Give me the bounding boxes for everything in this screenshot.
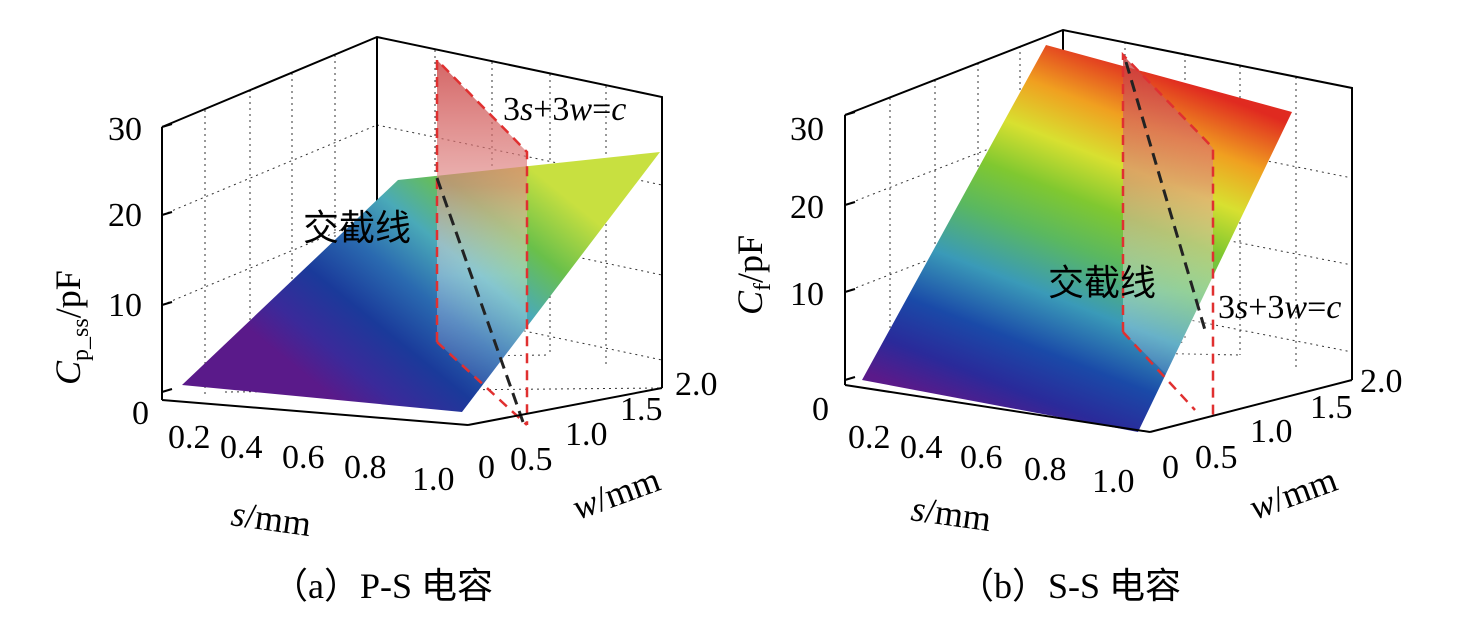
panel-b-ztick-0: 0 xyxy=(812,391,829,428)
panel-b-xtick-1.0: 1.0 xyxy=(1092,463,1135,500)
panel-b-z-tickmarks xyxy=(844,111,856,381)
panel-b-xtick-0.2: 0.2 xyxy=(848,419,891,456)
panel-a-plane-label: 3s+3w=c xyxy=(503,91,626,128)
panel-b-surface xyxy=(862,45,1292,432)
panel-b-xtick-0.8: 0.8 xyxy=(1024,451,1067,488)
panel-a-caption: （a）P-S 电容 xyxy=(272,566,493,606)
panel-a-xtick-0.4: 0.4 xyxy=(220,429,263,466)
panel-a-plane-base xyxy=(436,341,528,426)
panel-a-intersection-line xyxy=(435,177,525,423)
panel-a-plane-outline xyxy=(435,56,529,425)
panel-b-xtick-0.4: 0.4 xyxy=(900,429,943,466)
panel-b-ytick-2.0: 2.0 xyxy=(1360,363,1403,400)
panel-b-ztick-20: 20 xyxy=(790,189,824,226)
panel-a-ytick-0.5: 0.5 xyxy=(510,441,553,478)
panel-b-intersection-line xyxy=(1124,61,1207,331)
panel-a-xtick-1.0: 1.0 xyxy=(412,461,455,498)
panel-a-box-back xyxy=(161,35,663,388)
panel-a-y-axis xyxy=(467,387,663,426)
panel-a-ytick-0: 0 xyxy=(478,449,495,486)
panel-b-xlabel: s/mm xyxy=(909,488,994,539)
panel-a-ztick-30: 30 xyxy=(108,111,142,148)
panel-b-xtick-0.6: 0.6 xyxy=(960,439,1003,476)
panel-b: 30 20 10 0 0.2 0.4 0.6 0.8 1.0 0 0.5 1.0… xyxy=(730,28,1403,606)
panel-a-x-axis xyxy=(161,399,469,426)
panel-b-ytick-1.0: 1.0 xyxy=(1250,413,1293,450)
panel-b-box-back xyxy=(844,28,1353,380)
panel-a-z-tickmarks xyxy=(161,123,173,393)
panel-a-xtick-0.6: 0.6 xyxy=(282,439,325,476)
panel-b-caption: （b）S-S 电容 xyxy=(958,566,1181,606)
panel-a-ytick-1.5: 1.5 xyxy=(620,391,663,428)
panel-a-ztick-0: 0 xyxy=(132,395,149,432)
panel-b-ztick-30: 30 xyxy=(790,111,824,148)
panel-a-xtick-0.2: 0.2 xyxy=(168,419,211,456)
panel-a-plane xyxy=(437,60,527,425)
panel-a-intersection-label: 交截线 xyxy=(303,208,411,249)
panel-a-ylabel: w/mm xyxy=(567,459,665,527)
panel-b-plane-outline xyxy=(1121,51,1215,420)
panel-b-plane-label: 3s+3w=c xyxy=(1218,289,1341,326)
panel-b-plane-base xyxy=(1122,331,1196,411)
panel-b-y-axis xyxy=(1149,379,1353,433)
panel-a: 30 20 10 0 0.2 0.4 0.6 0.8 1.0 0 0.5 1.0… xyxy=(48,35,718,606)
panel-b-x-axis xyxy=(844,384,1151,433)
panel-b-ytick-0: 0 xyxy=(1162,449,1179,486)
panel-a-xlabel: s/mm xyxy=(229,493,314,544)
panel-b-ytick-1.5: 1.5 xyxy=(1310,389,1353,426)
panel-a-ytick-1.0: 1.0 xyxy=(565,416,608,453)
panel-a-ztick-20: 20 xyxy=(108,197,142,234)
panel-a-ytick-2.0: 2.0 xyxy=(675,366,718,403)
panel-b-zlabel: Cf/pF xyxy=(730,235,776,315)
panel-b-plane xyxy=(1123,55,1213,420)
panel-a-surface xyxy=(182,152,660,412)
panel-a-ztick-10: 10 xyxy=(108,287,142,324)
panel-a-zlabel: Cp_ss/pF xyxy=(48,270,94,385)
panel-a-xtick-0.8: 0.8 xyxy=(344,449,387,486)
panel-b-intersection-label: 交截线 xyxy=(1048,263,1156,304)
panel-b-ytick-0.5: 0.5 xyxy=(1195,439,1238,476)
panel-b-ylabel: w/mm xyxy=(1244,459,1342,527)
panel-b-ztick-10: 10 xyxy=(790,276,824,313)
